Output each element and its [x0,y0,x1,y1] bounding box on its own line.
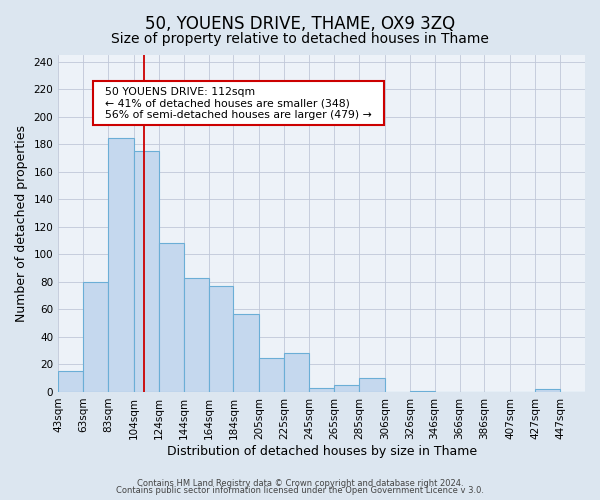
Bar [184,278,209,392]
Bar [334,385,359,392]
Bar [233,314,259,392]
X-axis label: Distribution of detached houses by size in Thame: Distribution of detached houses by size … [167,444,476,458]
Bar [284,354,309,392]
Text: 50 YOUENS DRIVE: 112sqm
  ← 41% of detached houses are smaller (348)
  56% of se: 50 YOUENS DRIVE: 112sqm ← 41% of detache… [98,86,379,120]
Bar [58,372,83,392]
Bar [259,358,284,392]
Bar [309,388,334,392]
Text: Size of property relative to detached houses in Thame: Size of property relative to detached ho… [111,32,489,46]
Bar [108,138,134,392]
Bar [535,389,560,392]
Bar [83,282,108,392]
Y-axis label: Number of detached properties: Number of detached properties [15,125,28,322]
Bar [359,378,385,392]
Bar [410,390,434,392]
Bar [209,286,233,392]
Text: Contains HM Land Registry data © Crown copyright and database right 2024.: Contains HM Land Registry data © Crown c… [137,478,463,488]
Text: 50, YOUENS DRIVE, THAME, OX9 3ZQ: 50, YOUENS DRIVE, THAME, OX9 3ZQ [145,15,455,33]
Bar [134,152,159,392]
Bar [159,244,184,392]
Text: Contains public sector information licensed under the Open Government Licence v : Contains public sector information licen… [116,486,484,495]
